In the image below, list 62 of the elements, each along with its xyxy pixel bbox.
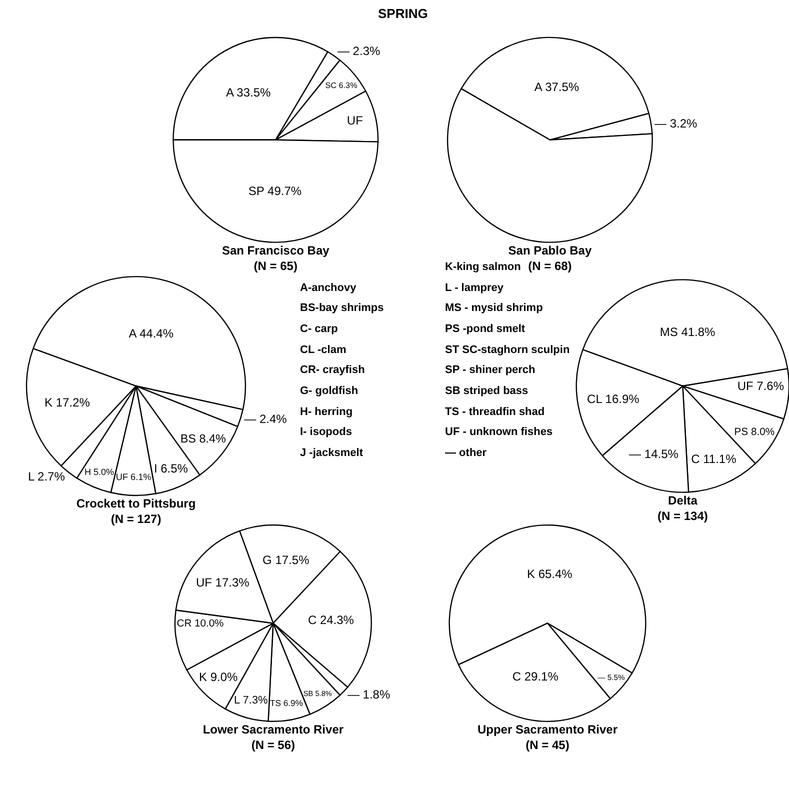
text: Lower Sacramento River — [202, 722, 344, 736]
text: — other — [445, 447, 488, 459]
text: San Francisco Bay — [222, 243, 330, 258]
text: C- carp — [300, 323, 338, 335]
slice-label: UF — [346, 114, 363, 128]
slice-label: A 33.5% — [226, 85, 271, 100]
slice-label: — 2.3% — [337, 44, 380, 58]
slice-label: C 29.1% — [512, 670, 559, 684]
slice-label: A 37.5% — [534, 80, 580, 94]
slice-label: — 3.2% — [654, 116, 698, 130]
slice-label: PS 8.0% — [734, 427, 775, 438]
slice-label: L 2.7% — [28, 470, 66, 484]
slice-label: G 17.5% — [262, 553, 310, 568]
text: ST SC-staghorn sculpin — [445, 344, 570, 356]
slice-label: — 14.5% — [629, 446, 679, 461]
text: MS - mysid shrimp — [445, 302, 544, 314]
slice-label: C 11.1% — [691, 452, 737, 466]
text: L - lamprey — [445, 282, 504, 294]
slice-label: — 2.4% — [244, 412, 288, 426]
slice-label: K 65.4% — [526, 567, 573, 582]
slice-label: — 1.8% — [347, 688, 390, 702]
text: (N = 56) — [251, 738, 296, 752]
text: SP - shiner perch — [445, 364, 536, 376]
slice-label: H 5.0% — [84, 467, 114, 478]
slice-label: C 24.3% — [308, 613, 354, 628]
slice-label: SP 49.7% — [248, 184, 302, 198]
text: SPRING — [378, 6, 428, 21]
text: CL -clam — [300, 344, 346, 356]
text: Crockett to Pittsburg — [76, 496, 196, 510]
text: H- herring — [300, 406, 353, 418]
slice-label: L 7.3% — [234, 694, 268, 707]
text: Delta — [668, 493, 698, 508]
text: BS-bay shrimps — [300, 302, 384, 314]
text: I- isopods — [300, 426, 352, 438]
text: (N = 68) — [528, 258, 572, 273]
text: UF - unknown fishes — [445, 426, 553, 438]
slice-label: UF 17.3% — [196, 576, 250, 590]
text: CR- crayfish — [300, 364, 366, 376]
text: J -jacksmelt — [300, 447, 364, 459]
text: PS -pond smelt — [445, 323, 526, 335]
text: K-king salmon — [445, 261, 522, 273]
slice-label: BS 8.4% — [180, 432, 226, 446]
slice-label: CL 16.9% — [587, 392, 640, 406]
slice-label: MS 41.8% — [660, 325, 716, 340]
text: SB striped bass — [445, 385, 528, 397]
text: San Pablo Bay — [508, 243, 592, 258]
text: G- goldfish — [300, 385, 358, 397]
slice-label: A 44.4% — [128, 326, 174, 340]
slice-label: K 9.0% — [199, 670, 238, 684]
text: (N = 45) — [526, 738, 570, 752]
text: (N = 134) — [658, 508, 708, 523]
slice-label: CR 10.0% — [176, 618, 224, 630]
slice-label: UF 6.1% — [116, 472, 152, 482]
slice-label: UF 7.6% — [737, 379, 784, 394]
slice-label: K 17.2% — [44, 395, 90, 410]
text: TS - threadfin shad — [445, 406, 545, 418]
text: (N = 65) — [254, 258, 298, 273]
text: A-anchovy — [300, 282, 358, 294]
text: (N = 127) — [110, 512, 162, 526]
slice-label: I 6.5% — [154, 462, 188, 476]
text: Upper Sacramento River — [477, 722, 618, 736]
slice-label: TS 6.9% — [270, 698, 304, 708]
